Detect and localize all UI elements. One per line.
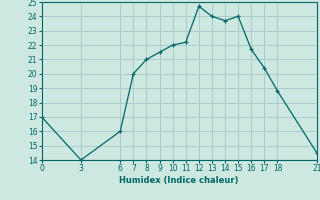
X-axis label: Humidex (Indice chaleur): Humidex (Indice chaleur) [119, 176, 239, 185]
